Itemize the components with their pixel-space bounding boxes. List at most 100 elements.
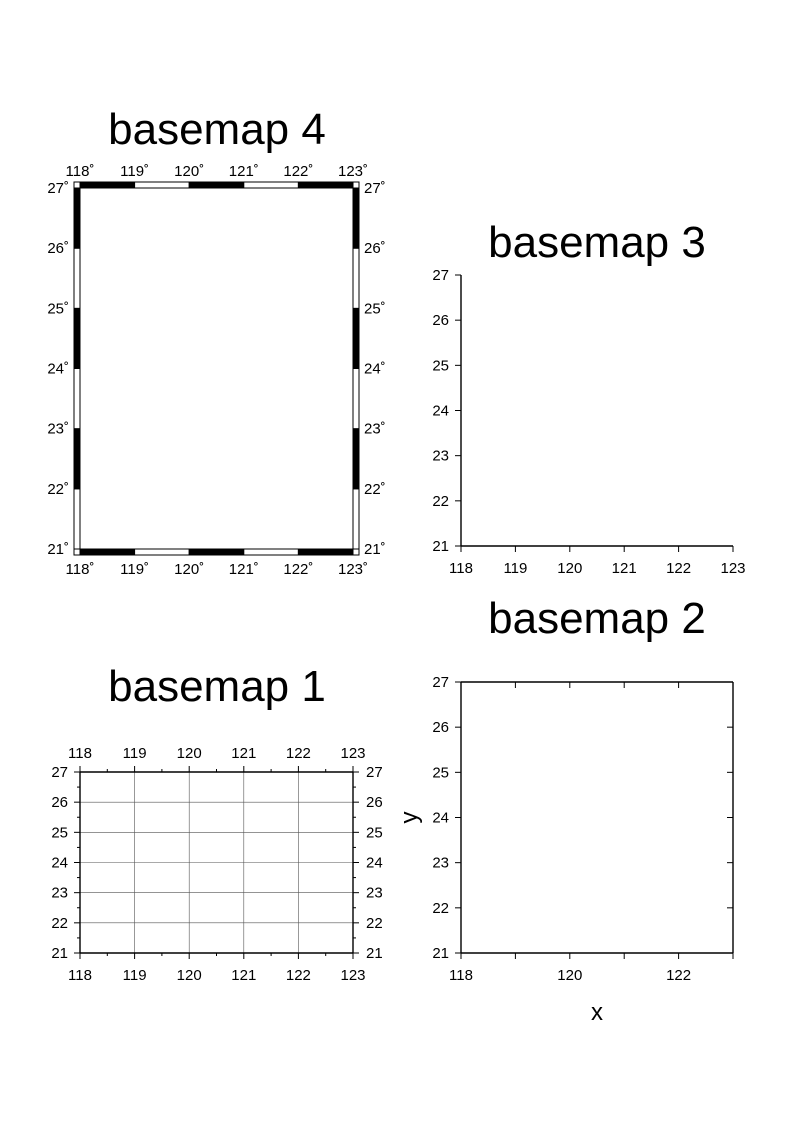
tick-label-west: 23 <box>432 448 449 465</box>
tick-label-east: 22 <box>366 915 383 932</box>
tick-label-west: 27˚ <box>47 180 69 197</box>
tick-label-west: 22 <box>432 900 449 917</box>
tick-label-east: 25˚ <box>364 300 386 317</box>
tick-label-south: 118 <box>449 560 473 577</box>
tick-label-west: 24 <box>51 855 68 872</box>
tick-label-east: 27 <box>366 764 383 781</box>
frame-segment <box>73 247 81 309</box>
tick-label-north: 123˚ <box>338 163 368 180</box>
tick-label-south: 121˚ <box>229 561 259 578</box>
tick-label-west: 24 <box>432 403 449 420</box>
panel-title: basemap 1 <box>108 662 326 711</box>
tick-label-east: 26 <box>366 794 383 811</box>
tick-label-east: 26˚ <box>364 240 386 257</box>
tick-label-south: 122 <box>666 560 691 577</box>
tick-label-north: 122˚ <box>283 163 313 180</box>
frame-segment <box>297 181 354 189</box>
panel-title: basemap 2 <box>488 594 706 643</box>
tick-label-west: 25 <box>51 824 68 841</box>
frame-segment <box>243 548 299 556</box>
frame-corner <box>352 181 360 189</box>
tick-label-south: 119 <box>123 967 147 984</box>
frame-segment <box>73 368 81 430</box>
tick-label-north: 120˚ <box>174 163 204 180</box>
tick-label-west: 25˚ <box>47 300 69 317</box>
tick-label-west: 27 <box>51 764 68 781</box>
frame-corner <box>73 548 81 556</box>
frame-segment <box>134 548 190 556</box>
tick-label-north: 119 <box>123 745 147 762</box>
frame-corner <box>352 548 360 556</box>
tick-label-west: 21˚ <box>47 541 69 558</box>
tick-label-east: 22˚ <box>364 481 386 498</box>
map-frame-inner <box>79 187 354 550</box>
tick-label-south: 120˚ <box>174 561 204 578</box>
tick-label-south: 121 <box>612 560 637 577</box>
tick-label-west: 26˚ <box>47 240 69 257</box>
tick-label-north: 120 <box>177 745 202 762</box>
map-panel-1: basemap 4 118˚ 118˚ 119˚ 119˚ 120˚ 120˚ 121˚ 121… <box>47 105 385 578</box>
fancy-frame-outer <box>73 181 360 556</box>
frame-segment <box>352 307 360 370</box>
tick-label-east: 21 <box>366 945 383 962</box>
tick-label-west: 21 <box>432 538 449 555</box>
tick-label-east: 24˚ <box>364 361 386 378</box>
tick-label-south: 120 <box>557 560 582 577</box>
frame-segment <box>73 187 81 249</box>
tick-label-west: 24 <box>432 810 449 827</box>
frame-segment <box>79 548 136 556</box>
tick-label-east: 24 <box>366 855 383 872</box>
tick-label-north: 118˚ <box>66 163 95 180</box>
tick-label-south: 122˚ <box>283 561 313 578</box>
tick-label-east: 23˚ <box>364 421 386 438</box>
frame-segment <box>134 181 190 189</box>
tick-label-north: 123 <box>340 745 365 762</box>
frame-segment <box>297 548 354 556</box>
tick-label-south: 120 <box>557 967 582 984</box>
tick-label-east: 27˚ <box>364 180 386 197</box>
tick-label-south: 122 <box>666 967 691 984</box>
frame-segment <box>243 181 299 189</box>
tick-label-south: 123 <box>340 967 365 984</box>
map-panel-3: basemap 2 118 120 122 21 22 23 24 25 26 27 x y <box>396 594 734 1026</box>
y-axis-label: y <box>396 812 423 824</box>
tick-label-west: 22 <box>432 493 449 510</box>
panel-title: basemap 4 <box>108 105 326 154</box>
tick-label-south: 120 <box>177 967 202 984</box>
tick-label-west: 26 <box>51 794 68 811</box>
tick-label-west: 23˚ <box>47 421 69 438</box>
map-panel-4: basemap 1 118 118 119 119 120 120 121 121 122 122 1… <box>51 662 382 984</box>
frame-segment <box>188 548 245 556</box>
frame-segment <box>352 368 360 430</box>
tick-label-east: 25 <box>366 824 383 841</box>
tick-label-north: 121 <box>231 745 256 762</box>
tick-label-south: 118˚ <box>66 561 95 578</box>
frame-segment <box>188 181 245 189</box>
frame-segment <box>352 187 360 249</box>
tick-label-south: 119˚ <box>120 561 149 578</box>
tick-label-north: 119˚ <box>120 163 149 180</box>
tick-label-south: 118 <box>68 967 92 984</box>
tick-label-east: 21˚ <box>364 541 386 558</box>
tick-label-west: 27 <box>432 674 449 691</box>
tick-label-west: 23 <box>51 885 68 902</box>
tick-label-west: 25 <box>432 357 449 374</box>
tick-label-west: 24˚ <box>47 361 69 378</box>
tick-label-west: 26 <box>432 312 449 329</box>
frame-corner <box>73 181 81 189</box>
tick-label-west: 25 <box>432 764 449 781</box>
frame-segment <box>79 181 136 189</box>
tick-label-west: 26 <box>432 719 449 736</box>
panel-title: basemap 3 <box>488 218 706 267</box>
frame-segment <box>73 428 81 490</box>
tick-label-west: 23 <box>432 855 449 872</box>
frame-segment <box>73 488 81 550</box>
tick-label-west: 22 <box>51 915 68 932</box>
tick-label-south: 121 <box>231 967 256 984</box>
tick-label-south: 122 <box>286 967 311 984</box>
map-panel-2: basemap 3 118 119 120 121 122 123 21 22 23 24 25 26 2… <box>432 218 745 577</box>
x-axis-label: x <box>591 999 603 1026</box>
tick-label-south: 123˚ <box>338 561 368 578</box>
frame-segment <box>352 488 360 550</box>
